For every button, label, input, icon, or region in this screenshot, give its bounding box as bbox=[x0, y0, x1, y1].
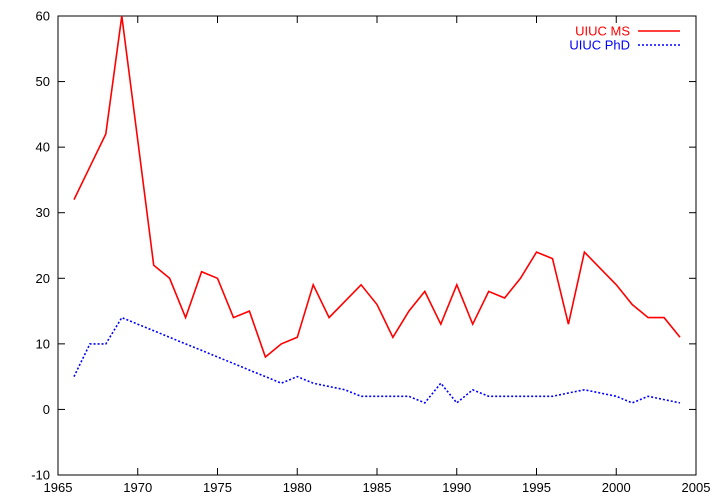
x-tick-label: 1995 bbox=[522, 480, 551, 495]
y-tick-label: 60 bbox=[36, 9, 50, 24]
x-tick-label: 2000 bbox=[602, 480, 631, 495]
x-tick-label: 1965 bbox=[44, 480, 73, 495]
series-line-uiuc-ms bbox=[73, 15, 681, 359]
legend-label-uiuc-phd: UIUC PhD bbox=[569, 38, 630, 53]
y-tick-label: 50 bbox=[36, 74, 50, 89]
axis-ticks bbox=[57, 15, 697, 476]
series-line-uiuc-phd bbox=[73, 316, 681, 405]
y-tick-label: -10 bbox=[31, 468, 50, 483]
plot-frame bbox=[57, 15, 697, 476]
series-lines bbox=[73, 15, 681, 405]
x-tick-label: 1990 bbox=[442, 480, 471, 495]
x-tick-label: 1980 bbox=[283, 480, 312, 495]
x-tick-label: 1985 bbox=[363, 480, 392, 495]
x-tick-label: 2005 bbox=[682, 480, 711, 495]
x-tick-label: 1970 bbox=[123, 480, 152, 495]
y-tick-label: 0 bbox=[43, 402, 50, 417]
axis-tick-labels: 1965 1970 1975 1980 1985 1990 1995 2000 2005 -10 0… bbox=[31, 9, 710, 496]
legend-label-uiuc-ms: UIUC MS bbox=[575, 24, 630, 39]
y-tick-label: 10 bbox=[36, 336, 50, 351]
y-tick-label: 40 bbox=[36, 140, 50, 155]
y-tick-label: 20 bbox=[36, 271, 50, 286]
y-tick-label: 30 bbox=[36, 205, 50, 220]
x-tick-label: 1975 bbox=[203, 480, 232, 495]
